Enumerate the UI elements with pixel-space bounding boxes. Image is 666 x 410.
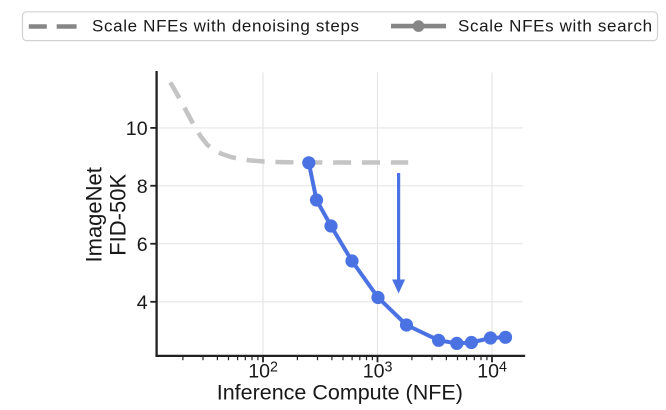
svg-text:Scale NFEs with denoising step: Scale NFEs with denoising steps	[92, 16, 360, 35]
svg-text:FID-50K: FID-50K	[106, 174, 131, 256]
svg-text:Scale NFEs with search: Scale NFEs with search	[458, 16, 653, 35]
svg-text:ImageNet: ImageNet	[82, 167, 107, 262]
svg-text:6: 6	[137, 234, 148, 256]
svg-text:10: 10	[126, 118, 148, 140]
svg-text:8: 8	[137, 176, 148, 198]
svg-text:Inference Compute (NFE): Inference Compute (NFE)	[217, 381, 463, 405]
svg-text:4: 4	[137, 292, 148, 314]
